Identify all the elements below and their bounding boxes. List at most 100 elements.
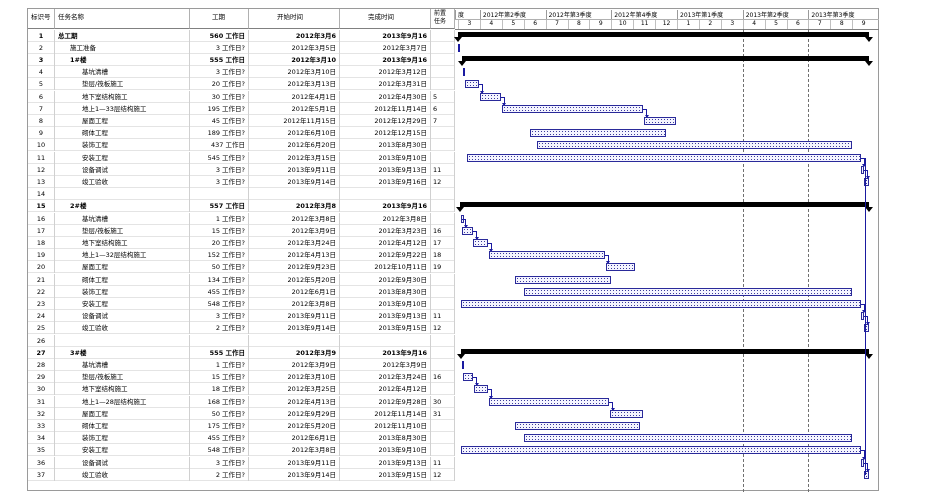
task-row[interactable]: 18 地下室结构施工 20 工作日? 2012年3月24日 2012年4月12日 17 bbox=[28, 236, 455, 250]
task-name bbox=[55, 188, 190, 201]
task-row[interactable]: 36 设备调试 3 工作日? 2013年9月11日 2013年9月13日 11 bbox=[28, 456, 455, 469]
header-duration[interactable]: 工期 bbox=[190, 9, 249, 29]
task-bar[interactable] bbox=[864, 178, 869, 186]
task-row[interactable]: 20 屋面工程 50 工作日? 2012年9月23日 2012年10月11日 19 bbox=[28, 261, 455, 274]
task-bar[interactable] bbox=[644, 117, 676, 125]
header-finish[interactable]: 完成时间 bbox=[340, 9, 431, 29]
task-row[interactable]: 33 砌体工程 175 工作日? 2012年5月20日 2012年11月10日 bbox=[28, 419, 455, 433]
task-predecessor: 11 bbox=[431, 163, 455, 176]
task-row[interactable]: 30 地下室结构施工 18 工作日? 2012年3月25日 2012年4月12日 bbox=[28, 383, 455, 396]
task-row[interactable]: 9 砌体工程 189 工作日? 2012年6月10日 2012年12月15日 bbox=[28, 127, 455, 140]
task-row[interactable]: 25 竣工验收 2 工作日? 2013年9月14日 2013年9月15日 12 bbox=[28, 322, 455, 335]
task-bar[interactable] bbox=[462, 226, 474, 235]
timeline-quarter: 2013年第2季度 bbox=[742, 10, 809, 19]
task-id: 23 bbox=[28, 297, 55, 310]
task-row[interactable]: 17 垫层/筏板施工 15 工作日? 2012年3月9日 2012年3月23日 16 bbox=[28, 224, 455, 237]
task-predecessor: 16 bbox=[431, 371, 455, 384]
task-row[interactable]: 12 设备调试 3 工作日? 2013年9月11日 2013年9月13日 11 bbox=[28, 163, 455, 176]
task-duration: 455 工作日? bbox=[190, 285, 249, 298]
task-bar[interactable] bbox=[536, 141, 853, 150]
task-bar[interactable] bbox=[474, 385, 488, 394]
task-bar[interactable] bbox=[860, 458, 865, 467]
task-start: 2012年5月20日 bbox=[249, 419, 340, 432]
task-finish: 2012年4月12日 bbox=[340, 236, 431, 249]
task-duration: 3 工作日? bbox=[190, 456, 249, 469]
header-predecessor[interactable]: 前置 任务 bbox=[431, 9, 455, 29]
summary-bar[interactable] bbox=[462, 56, 869, 61]
task-id: 4 bbox=[28, 66, 55, 79]
task-bar[interactable] bbox=[514, 422, 640, 430]
task-id: 20 bbox=[28, 261, 55, 274]
task-row[interactable]: 11 安装工程 545 工作日? 2012年3月15日 2013年9月10日 bbox=[28, 151, 455, 164]
task-row[interactable]: 22 装饰工程 455 工作日? 2012年6月1日 2013年8月30日 bbox=[28, 285, 455, 298]
task-row[interactable]: 26 bbox=[28, 334, 455, 347]
task-row[interactable]: 15 2#楼 557 工作日 2012年3月8 2013年9月16 bbox=[28, 200, 455, 213]
task-row[interactable]: 37 竣工验收 2 工作日? 2013年9月14日 2013年9月15日 12 bbox=[28, 468, 455, 481]
timeline-months: 3 4 5 6 7 8 9 10 11 12 1 2 3 4 5 6 7 8 9 bbox=[455, 19, 879, 30]
task-bar[interactable] bbox=[501, 104, 644, 113]
task-bar[interactable] bbox=[462, 373, 474, 382]
task-row[interactable]: 4 基坑清槽 3 工作日? 2012年3月10日 2012年3月12日 bbox=[28, 66, 455, 79]
task-bar[interactable] bbox=[523, 287, 853, 296]
task-bar[interactable] bbox=[473, 239, 488, 247]
task-row[interactable]: 32 屋面工程 50 工作日? 2012年9月29日 2012年11月14日 31 bbox=[28, 407, 455, 420]
task-row[interactable]: 21 砌体工程 134 工作日? 2012年5月20日 2012年9月30日 bbox=[28, 273, 455, 286]
task-bar[interactable] bbox=[514, 275, 612, 284]
header-start[interactable]: 开始时间 bbox=[249, 9, 340, 29]
task-row[interactable]: 14 bbox=[28, 188, 455, 201]
task-bar[interactable] bbox=[464, 80, 479, 89]
task-row[interactable]: 1 总工期 560 工作日 2012年3月6 2013年9月16 bbox=[28, 29, 455, 42]
task-predecessor bbox=[431, 151, 455, 164]
task-marker[interactable] bbox=[463, 68, 466, 77]
task-bar[interactable] bbox=[610, 409, 644, 418]
task-id: 3 bbox=[28, 53, 55, 66]
task-row[interactable]: 3 1#楼 555 工作日 2012年3月10 2013年9月16 bbox=[28, 53, 455, 67]
task-start: 2012年3月8日 bbox=[249, 297, 340, 310]
task-row[interactable]: 2 施工准备 3 工作日? 2012年3月5日 2012年3月7日 bbox=[28, 41, 455, 54]
task-row[interactable]: 28 基坑清槽 1 工作日? 2012年3月9日 2012年3月9日 bbox=[28, 358, 455, 372]
task-bar[interactable] bbox=[860, 165, 865, 174]
task-start: 2012年3月13日 bbox=[249, 78, 340, 91]
task-row[interactable]: 24 设备调试 3 工作日? 2013年9月11日 2013年9月13日 11 bbox=[28, 310, 455, 323]
task-finish: 2013年9月10日 bbox=[340, 297, 431, 310]
task-bar[interactable] bbox=[864, 324, 869, 333]
task-row[interactable]: 16 基坑清槽 1 工作日? 2012年3月8日 2012年3月8日 bbox=[28, 212, 455, 225]
task-row[interactable]: 23 安装工程 548 工作日? 2012年3月8日 2013年9月10日 bbox=[28, 297, 455, 311]
task-bar[interactable] bbox=[605, 263, 636, 272]
task-row[interactable]: 31 地上1—28层结构施工 168 工作日? 2012年4月13日 2012年9月28… bbox=[28, 395, 455, 408]
task-row[interactable]: 8 屋面工程 45 工作日? 2012年11月15日 2012年12月29日 7 bbox=[28, 114, 455, 128]
task-row[interactable]: 19 地上1—32层结构施工 152 工作日? 2012年4月13日 2012年9月22… bbox=[28, 249, 455, 262]
dependency-arrow bbox=[606, 261, 611, 265]
task-bar[interactable] bbox=[530, 129, 667, 138]
task-bar[interactable] bbox=[523, 434, 853, 443]
summary-bar[interactable] bbox=[460, 202, 869, 208]
task-name: 竣工验收 bbox=[55, 175, 190, 188]
task-name: 总工期 bbox=[55, 29, 190, 42]
task-row[interactable]: 29 垫层/筏板施工 15 工作日? 2012年3月10日 2012年3月24日 16 bbox=[28, 371, 455, 384]
task-bar[interactable] bbox=[461, 300, 861, 308]
task-row[interactable]: 35 安装工程 548 工作日? 2012年3月8日 2013年9月10日 bbox=[28, 444, 455, 457]
task-bar[interactable] bbox=[466, 153, 861, 162]
task-marker[interactable] bbox=[461, 361, 464, 369]
task-row[interactable]: 27 3#楼 555 工作日 2012年3月9 2013年9月16 bbox=[28, 346, 455, 359]
task-row[interactable]: 34 装饰工程 455 工作日? 2012年6月1日 2013年8月30日 bbox=[28, 432, 455, 445]
task-bar[interactable] bbox=[860, 312, 865, 321]
header-id[interactable]: 标识号 bbox=[28, 9, 55, 29]
task-row[interactable]: 13 竣工验收 3 工作日? 2013年9月14日 2013年9月16日 12 bbox=[28, 175, 455, 189]
header-name[interactable]: 任务名称 bbox=[55, 9, 190, 29]
task-row[interactable]: 10 装饰工程 437 工作日 2012年6月20日 2013年8月30日 bbox=[28, 139, 455, 152]
task-row[interactable]: 7 地上1—33层结构施工 195 工作日? 2012年5月1日 2012年11月14日… bbox=[28, 102, 455, 115]
task-bar[interactable] bbox=[864, 470, 869, 479]
task-bar[interactable] bbox=[461, 446, 861, 455]
task-row[interactable]: 6 地下室结构施工 30 工作日? 2012年4月1日 2012年4月30日 5 bbox=[28, 90, 455, 103]
task-row[interactable]: 5 垫层/筏板施工 20 工作日? 2012年3月13日 2012年3月31日 bbox=[28, 78, 455, 91]
summary-bar[interactable] bbox=[461, 348, 869, 354]
task-duration: 557 工作日 bbox=[190, 200, 249, 213]
task-bar[interactable] bbox=[479, 92, 501, 101]
task-finish: 2012年3月7日 bbox=[340, 41, 431, 54]
task-predecessor bbox=[431, 346, 455, 359]
task-bar[interactable] bbox=[488, 251, 605, 260]
summary-bar[interactable] bbox=[458, 31, 869, 37]
task-marker[interactable] bbox=[458, 43, 460, 52]
task-bar[interactable] bbox=[488, 397, 610, 406]
